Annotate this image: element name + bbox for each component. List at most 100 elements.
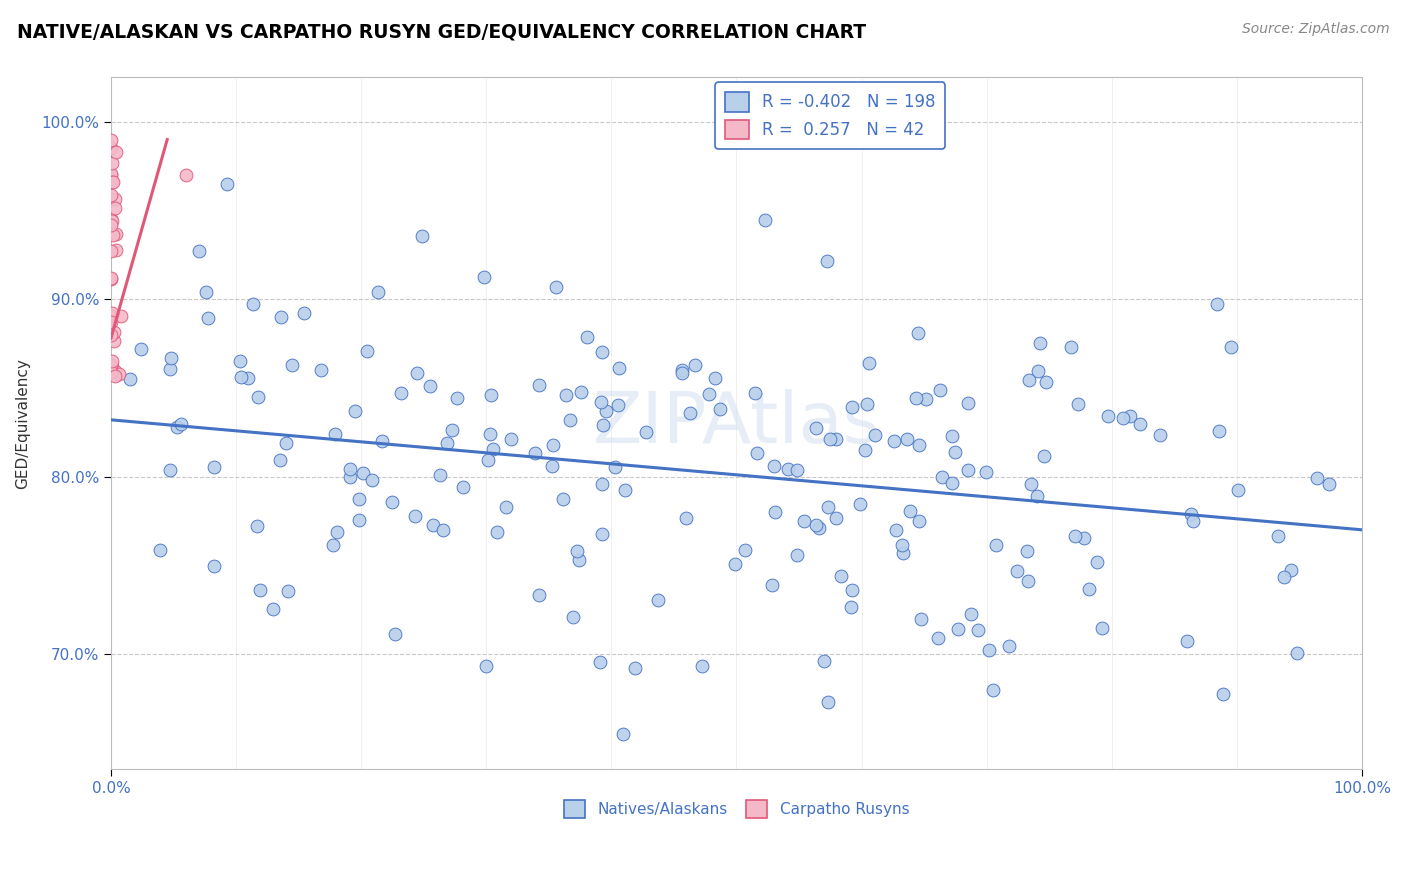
Point: [270, 310, 292, 325]
Point: [1180, 507, 1202, 521]
Point: [956, 396, 979, 410]
Point: [100, 358, 122, 372]
Point: [1017, 574, 1039, 588]
Point: [541, 438, 564, 452]
Point: [101, 306, 124, 320]
Point: [761, 578, 783, 592]
Point: [246, 519, 269, 533]
Point: [482, 442, 505, 456]
Point: [1028, 336, 1050, 351]
Point: [277, 584, 299, 599]
Point: [709, 402, 731, 417]
Point: [326, 524, 349, 539]
Y-axis label: GED/Equivalency: GED/Equivalency: [15, 358, 30, 489]
Point: [419, 379, 441, 393]
Point: [804, 517, 827, 532]
Point: [671, 362, 693, 376]
Point: [384, 626, 406, 640]
Point: [1091, 621, 1114, 635]
Point: [429, 468, 451, 483]
Point: [100, 213, 122, 227]
Point: [236, 370, 259, 384]
Point: [891, 546, 914, 560]
Point: [910, 612, 932, 626]
Point: [824, 511, 846, 525]
Point: [104, 364, 127, 378]
Point: [404, 509, 426, 524]
Point: [734, 542, 756, 557]
Point: [884, 523, 907, 537]
Point: [606, 398, 628, 412]
Point: [104, 145, 127, 159]
Point: [149, 542, 172, 557]
Point: [103, 334, 125, 348]
Point: [1305, 471, 1327, 485]
Point: [905, 391, 928, 405]
Point: [825, 432, 848, 446]
Point: [486, 525, 509, 540]
Point: [607, 361, 630, 376]
Point: [100, 359, 122, 374]
Point: [1005, 564, 1028, 578]
Point: [724, 557, 747, 571]
Point: [100, 358, 122, 372]
Point: [1279, 563, 1302, 577]
Point: [1182, 514, 1205, 528]
Point: [929, 383, 952, 397]
Point: [555, 388, 578, 402]
Point: [839, 600, 862, 615]
Point: [1175, 634, 1198, 648]
Point: [592, 418, 614, 433]
Point: [347, 492, 370, 507]
Text: NATIVE/ALASKAN VS CARPATHO RUSYN GED/EQUIVALENCY CORRELATION CHART: NATIVE/ALASKAN VS CARPATHO RUSYN GED/EQU…: [17, 22, 866, 41]
Point: [100, 244, 122, 258]
Point: [1025, 490, 1047, 504]
Point: [249, 582, 271, 597]
Point: [104, 368, 127, 383]
Point: [786, 548, 808, 562]
Point: [571, 385, 593, 400]
Point: [100, 361, 122, 376]
Point: [907, 326, 929, 341]
Point: [100, 167, 122, 181]
Point: [595, 404, 617, 418]
Point: [855, 397, 877, 411]
Point: [927, 632, 949, 646]
Point: [100, 309, 122, 323]
Point: [159, 362, 181, 376]
Point: [858, 356, 880, 370]
Point: [960, 607, 983, 621]
Point: [671, 366, 693, 380]
Point: [339, 462, 361, 476]
Point: [170, 417, 193, 432]
Point: [675, 511, 697, 525]
Point: [1129, 417, 1152, 432]
Point: [100, 168, 122, 182]
Point: [1018, 373, 1040, 387]
Point: [322, 538, 344, 552]
Point: [527, 378, 550, 392]
Point: [100, 212, 122, 227]
Point: [381, 495, 404, 509]
Point: [100, 133, 122, 147]
Point: [323, 427, 346, 442]
Point: [159, 463, 181, 477]
Point: [1212, 687, 1234, 701]
Point: [1219, 341, 1241, 355]
Point: [931, 470, 953, 484]
Point: [231, 370, 253, 384]
Point: [1064, 529, 1087, 543]
Text: ZIPAtlas: ZIPAtlas: [592, 389, 880, 458]
Point: [1149, 428, 1171, 442]
Point: [614, 483, 637, 498]
Point: [228, 354, 250, 368]
Point: [647, 592, 669, 607]
Point: [1205, 297, 1227, 311]
Point: [110, 310, 132, 324]
Point: [101, 213, 124, 227]
Point: [411, 229, 433, 244]
Point: [499, 433, 522, 447]
Point: [422, 518, 444, 533]
Point: [100, 328, 122, 343]
Point: [744, 385, 766, 400]
